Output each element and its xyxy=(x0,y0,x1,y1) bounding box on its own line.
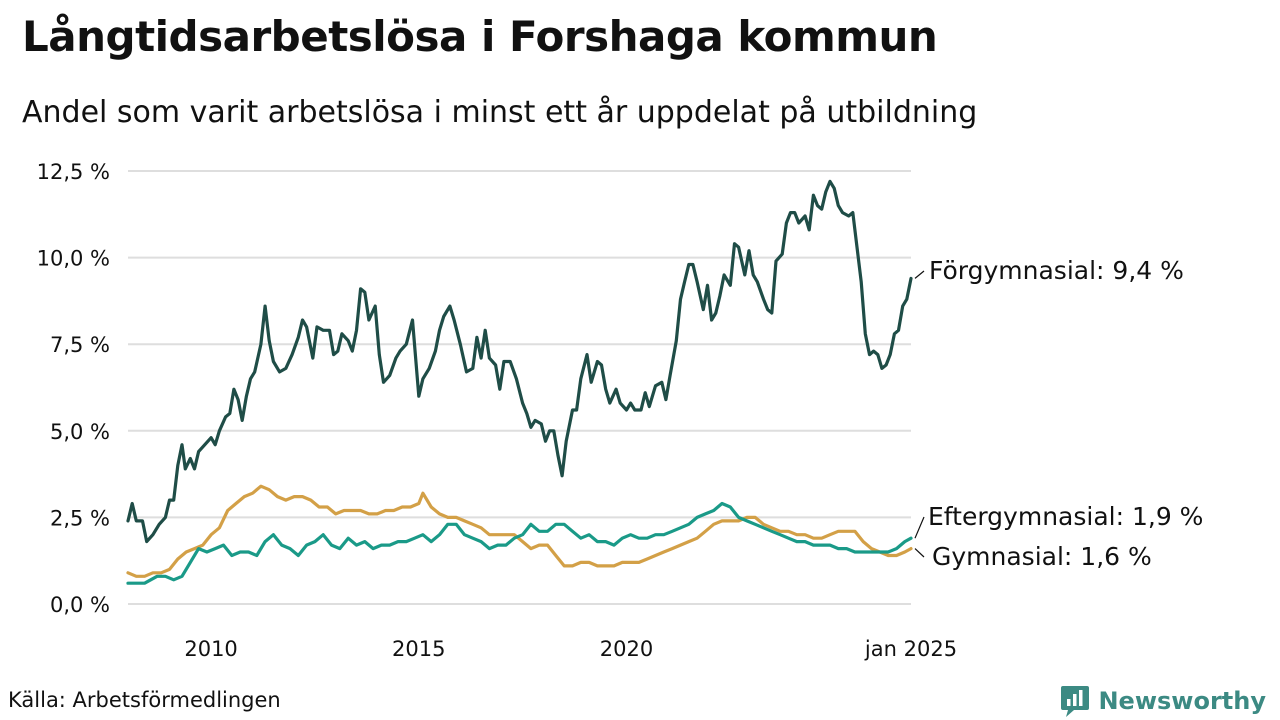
chart-title: Långtidsarbetslösa i Forshaga kommun xyxy=(22,12,938,61)
line-chart: 0,0 %2,5 %5,0 %7,5 %10,0 %12,5 % 2010 201… xyxy=(37,160,1204,661)
newsworthy-logo-icon xyxy=(1061,686,1090,717)
series-end-label: Eftergymnasial: 1,9 % xyxy=(928,502,1203,531)
source-note: Källa: Arbetsförmedlingen xyxy=(8,688,281,712)
end-label-leader xyxy=(914,548,925,558)
brand[interactable]: Newsworthy xyxy=(1060,684,1266,718)
end-label-leader xyxy=(914,270,925,279)
y-tick-label: 5,0 % xyxy=(50,420,110,444)
series-end-label: Gymnasial: 1,6 % xyxy=(932,542,1152,571)
chart-subtitle: Andel som varit arbetslösa i minst ett å… xyxy=(22,95,978,130)
series-end-label: Förgymnasial: 9,4 % xyxy=(929,256,1184,285)
series-line-eftergymnasial xyxy=(126,501,913,585)
x-tick-label: 2010 xyxy=(184,637,237,661)
y-tick-label: 7,5 % xyxy=(50,333,110,357)
x-tick-label: 2015 xyxy=(392,637,445,661)
series-end-labels: Förgymnasial: 9,4 % Eftergymnasial: 1,9 %… xyxy=(914,256,1203,571)
x-tick-label: jan 2025 xyxy=(864,637,957,661)
brand-name: Newsworthy xyxy=(1098,687,1266,715)
y-tick-label: 2,5 % xyxy=(50,506,110,530)
series-lines xyxy=(126,179,913,585)
series-line-gymnasial xyxy=(126,484,913,578)
series-line-förgymnasial xyxy=(126,179,913,544)
y-tick-label: 10,0 % xyxy=(37,247,110,271)
y-tick-label: 12,5 % xyxy=(37,160,110,184)
x-axis-ticks: 2010 2015 2020 jan 2025 xyxy=(184,637,957,661)
gridlines xyxy=(128,170,911,605)
end-label-leader xyxy=(914,516,925,539)
x-tick-label: 2020 xyxy=(600,637,653,661)
y-tick-label: 0,0 % xyxy=(50,593,110,617)
y-axis-ticks: 0,0 % 2,5 % 5,0 % 7,5 % 10,0 % 12,5 % xyxy=(37,160,110,617)
